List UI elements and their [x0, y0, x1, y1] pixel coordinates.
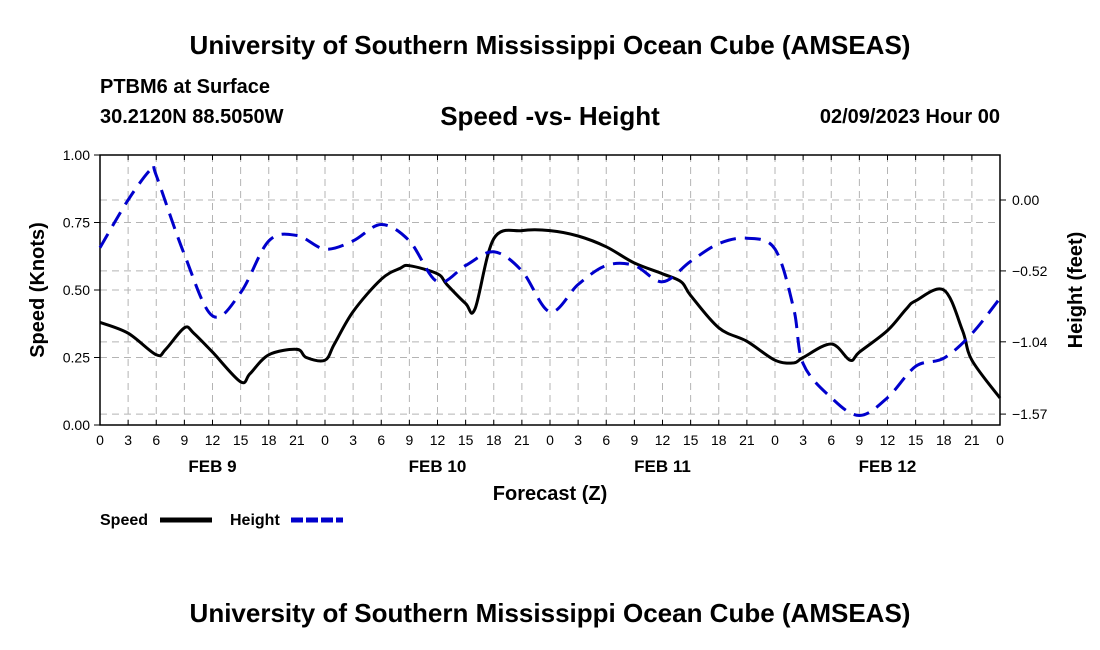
x-tick-label: 0	[771, 432, 779, 448]
x-tick-label: 3	[349, 432, 357, 448]
axis-ticks	[94, 154, 1006, 426]
x-tick-label: 21	[739, 432, 755, 448]
x-tick-label: 0	[96, 432, 104, 448]
y-tick-label-left: 0.75	[63, 215, 90, 231]
x-tick-label: 21	[289, 432, 305, 448]
y-axis-label-right: Height (feet)	[1065, 232, 1087, 349]
legend: Speed Height	[100, 512, 343, 529]
x-tick-label: 6	[602, 432, 610, 448]
chart-title-top: University of Southern Mississippi Ocean…	[189, 30, 911, 60]
station-label: PTBM6 at Surface	[100, 76, 271, 98]
y-tick-label-left: 0.50	[63, 282, 90, 298]
day-label: FEB 10	[409, 457, 467, 476]
chart-subtitle: Speed -vs- Height	[440, 101, 660, 131]
x-tick-label: 15	[233, 432, 249, 448]
x-axis-label: Forecast (Z)	[493, 483, 607, 505]
x-tick-label: 9	[405, 432, 413, 448]
day-label: FEB 12	[859, 457, 917, 476]
y-tick-label-left: 0.25	[63, 350, 90, 366]
x-tick-label: 18	[261, 432, 277, 448]
x-tick-label: 21	[964, 432, 980, 448]
x-tick-label: 18	[711, 432, 727, 448]
series-lines	[98, 163, 1002, 417]
x-tick-label: 12	[880, 432, 896, 448]
y-axis-label-left: Speed (Knots)	[27, 222, 49, 358]
coordinates-label: 30.2120N 88.5050W	[100, 106, 284, 128]
x-tick-label: 15	[458, 432, 474, 448]
x-tick-label: 3	[574, 432, 582, 448]
series-line-speed	[99, 228, 1002, 399]
x-tick-label: 15	[683, 432, 699, 448]
x-tick-label: 6	[827, 432, 835, 448]
day-label: FEB 9	[188, 457, 236, 476]
x-tick-label: 21	[514, 432, 530, 448]
series-line-height	[98, 163, 1002, 417]
x-tick-label: 18	[936, 432, 952, 448]
x-tick-label: 12	[205, 432, 221, 448]
datetime-label: 02/09/2023 Hour 00	[819, 106, 1000, 128]
x-tick-label: 9	[180, 432, 188, 448]
y-tick-label-right: 0.00	[1012, 192, 1039, 208]
x-tick-label: 3	[799, 432, 807, 448]
x-tick-label: 3	[124, 432, 132, 448]
legend-label-speed: Speed	[100, 512, 148, 529]
x-tick-label: 18	[486, 432, 502, 448]
y-tick-label-right: −0.52	[1012, 263, 1048, 279]
x-tick-label: 15	[908, 432, 924, 448]
day-label: FEB 11	[634, 457, 691, 476]
x-tick-label: 6	[377, 432, 385, 448]
legend-label-height: Height	[230, 512, 280, 529]
y-tick-label-right: −1.57	[1012, 406, 1048, 422]
speed-height-chart: 0 3 6 9 12 15 18 21 0 3 6 9 12 15 18 21 0 3 6 9 12 15 18 21 0 3 6 9…	[27, 147, 1087, 529]
axis-labels: 0 3 6 9 12 15 18 21 0 3 6 9 12 15 18 21 0 3 6 9 12 15 18 21 0 3 6 9…	[27, 147, 1087, 505]
x-tick-label: 0	[546, 432, 554, 448]
grid	[100, 155, 1000, 425]
y-tick-label-left: 0.00	[63, 417, 90, 433]
chart-title-bottom: University of Southern Mississippi Ocean…	[189, 598, 911, 628]
y-tick-label-left: 1.00	[63, 147, 90, 163]
y-tick-label-right: −1.04	[1012, 334, 1048, 350]
x-tick-label: 12	[430, 432, 446, 448]
x-tick-label: 0	[996, 432, 1004, 448]
x-tick-label: 6	[152, 432, 160, 448]
x-tick-label: 12	[655, 432, 671, 448]
x-tick-label: 9	[630, 432, 638, 448]
x-tick-label: 9	[855, 432, 863, 448]
x-tick-label: 0	[321, 432, 329, 448]
